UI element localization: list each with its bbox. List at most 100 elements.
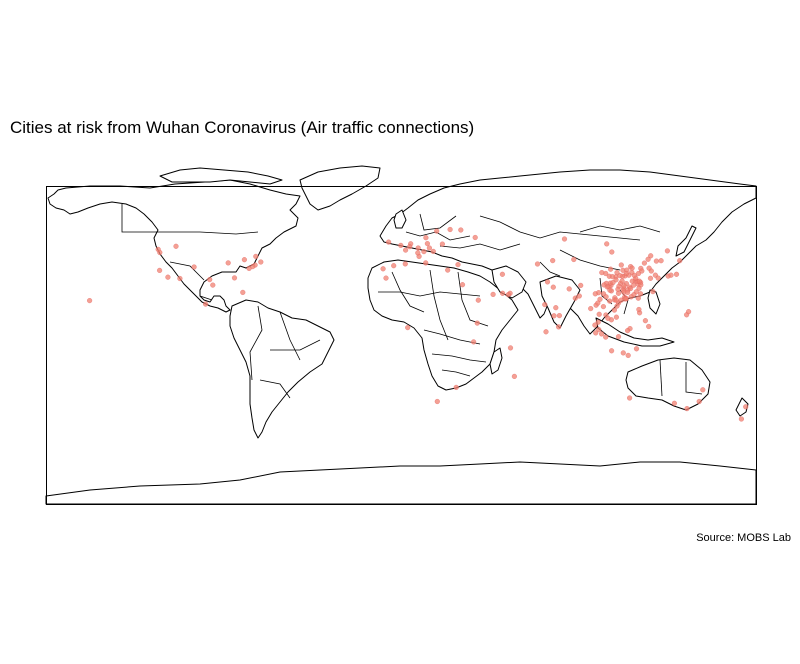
city-point [561,236,568,242]
landmass-philippines [647,289,661,315]
city-point [499,271,505,277]
city-points [87,226,749,422]
city-point [439,241,445,247]
city-point [631,272,637,278]
city-point [556,324,562,330]
city-point [403,247,409,253]
city-point [684,406,690,412]
city-point [623,270,629,277]
city-point [596,311,602,317]
city-point [650,289,656,295]
city-point [597,296,603,302]
city-point [551,313,557,319]
city-point [642,318,648,324]
city-point [629,265,635,271]
city-point [453,384,459,390]
city-point [628,285,634,292]
city-point [603,312,609,318]
city-point [621,283,627,289]
land-layer [45,165,757,505]
city-point [673,271,680,277]
city-point [613,314,619,320]
city-point [423,260,429,266]
city-point [553,305,559,311]
city-point [566,286,572,292]
city-point [604,241,610,247]
city-point [608,266,614,272]
city-point [458,227,464,233]
city-point [646,323,652,330]
city-point [596,327,602,333]
city-point [592,322,598,328]
city-point [620,350,626,356]
landmass-australia [625,357,711,411]
city-point [405,325,411,331]
city-point [445,267,451,273]
city-point [455,262,461,268]
city-point [595,319,601,325]
city-point [471,339,477,345]
city-point [475,297,481,303]
city-point [534,261,541,267]
city-point [576,293,582,299]
map-frame [46,186,757,505]
city-point [700,387,706,393]
city-point [610,279,616,286]
city-point [434,228,440,234]
city-point [648,253,654,259]
landmass-madagascar [489,347,503,375]
city-point [609,249,615,255]
city-point [592,291,598,297]
city-point [241,257,247,263]
city-point [623,296,629,302]
city-point [155,246,161,252]
city-point [415,245,421,251]
landmass-arctic-islands [159,167,283,185]
city-point [631,282,637,288]
city-point [472,234,478,241]
city-point [157,267,163,273]
city-point [625,328,631,334]
landmass-new-zealand [735,397,749,417]
city-point [603,294,609,300]
city-point [407,244,413,250]
city-point [391,263,397,269]
city-point [613,297,619,303]
city-point [633,346,640,352]
city-point [578,282,584,288]
city-point [571,256,577,263]
city-point [609,348,615,354]
city-point [614,303,620,309]
city-point [490,291,496,297]
city-point [380,266,386,272]
city-point [542,302,548,308]
city-point [625,352,631,358]
city-point [177,275,183,282]
city-point [415,250,421,256]
city-point [618,262,624,268]
city-point [398,242,404,248]
city-point [647,275,654,281]
city-point [638,291,644,297]
city-point [595,300,601,306]
city-point [615,286,621,292]
city-point [615,334,622,340]
city-point [599,331,605,337]
city-point [207,277,213,283]
city-point [625,289,631,295]
city-point [434,398,440,405]
landmass-antarctica [45,461,757,505]
city-point [614,270,620,276]
city-point [240,289,246,295]
city-point [607,287,613,293]
city-point [600,304,606,310]
landmass-indonesia [595,317,675,347]
city-point [645,256,651,262]
landmass-uk [393,209,407,229]
city-point [611,307,617,313]
city-point [447,226,453,233]
city-point [424,241,430,247]
city-point [607,298,613,304]
city-point [507,345,514,351]
